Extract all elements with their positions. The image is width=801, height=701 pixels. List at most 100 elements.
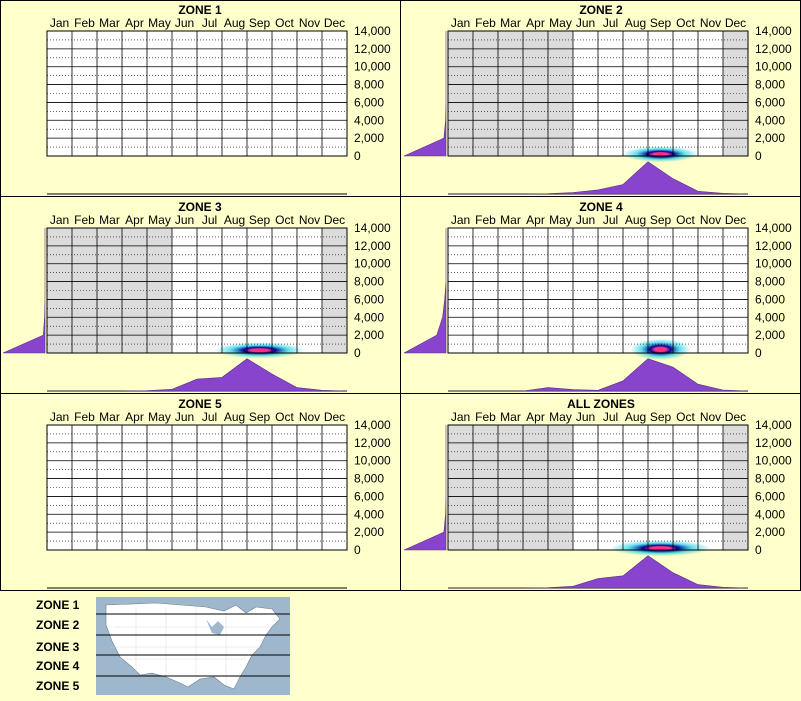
month-tick-label: Nov xyxy=(700,213,721,227)
month-tick-label: Jun xyxy=(576,410,595,424)
month-tick-label: Apr xyxy=(125,410,144,424)
month-tick-label: Jul xyxy=(603,16,618,30)
elevation-tick-label: 8,000 xyxy=(354,78,384,92)
elevation-tick-label: 4,000 xyxy=(354,310,384,324)
elevation-tick-label: 4,000 xyxy=(354,507,384,521)
elevation-tick-label: 0 xyxy=(755,346,762,360)
plot-border xyxy=(447,30,749,157)
elevation-tick-label: 4,000 xyxy=(755,113,785,127)
month-tick-label: Jun xyxy=(576,16,595,30)
month-tick-label: Jan xyxy=(50,213,69,227)
shaded-month-band xyxy=(473,425,498,550)
month-tick-label: Dec xyxy=(324,410,345,424)
elevation-tick-label: 14,000 xyxy=(755,418,792,432)
month-tick-label: Feb xyxy=(475,410,496,424)
elevation-tick-label: 2,000 xyxy=(755,131,785,145)
elevation-tick-label: 0 xyxy=(354,149,361,163)
elevation-tick-label: 10,000 xyxy=(755,454,792,468)
month-tick-label: Jul xyxy=(202,213,217,227)
legend-zone-5-label: ZONE 5 xyxy=(36,679,80,693)
elevation-tick-label: 12,000 xyxy=(755,436,792,450)
month-tick-label: Nov xyxy=(299,213,320,227)
month-tick-label: May xyxy=(148,410,171,424)
elevation-tick-label: 8,000 xyxy=(755,275,785,289)
elevation-tick-label: 4,000 xyxy=(755,507,785,521)
month-tick-label: Dec xyxy=(324,213,345,227)
month-tick-label: Apr xyxy=(125,213,144,227)
zone-panel-5: ZONE 5 Jan Feb Mar Apr May Jun Jul Aug Sep Oct Nov D… xyxy=(46,397,391,589)
elevation-tick-label: 6,000 xyxy=(354,95,384,109)
month-tick-label: Jan xyxy=(451,213,470,227)
month-tick-label: Nov xyxy=(299,410,320,424)
elevation-tick-label: 2,000 xyxy=(354,131,384,145)
elevation-tick-label: 0 xyxy=(354,543,361,557)
month-tick-label: Jun xyxy=(576,213,595,227)
plot-border xyxy=(46,30,348,157)
month-tick-label: Sep xyxy=(650,410,672,424)
month-tick-label: Feb xyxy=(475,16,496,30)
plot-border xyxy=(447,227,749,354)
month-tick-label: Aug xyxy=(625,16,646,30)
elevation-tick-label: 0 xyxy=(755,543,762,557)
month-tick-label: Jun xyxy=(175,410,194,424)
shaded-month-band xyxy=(723,31,748,156)
month-tick-label: May xyxy=(148,16,171,30)
month-tick-label: Oct xyxy=(676,213,695,227)
elevation-tick-label: 4,000 xyxy=(755,310,785,324)
legend-zone-2-label: ZONE 2 xyxy=(36,618,80,632)
month-tick-label: Jan xyxy=(50,410,69,424)
elevation-tick-label: 2,000 xyxy=(354,328,384,342)
month-density-curve xyxy=(448,358,749,392)
month-density-curve xyxy=(448,555,749,589)
month-tick-label: May xyxy=(549,213,572,227)
density-hotspot xyxy=(610,540,711,557)
elevation-tick-label: 10,000 xyxy=(354,454,391,468)
month-tick-label: Jan xyxy=(451,410,470,424)
month-tick-label: Jan xyxy=(451,16,470,30)
month-tick-label: Aug xyxy=(625,213,646,227)
month-tick-label: Apr xyxy=(526,410,545,424)
month-tick-label: Dec xyxy=(324,16,345,30)
month-tick-label: Feb xyxy=(74,410,95,424)
month-tick-label: Jun xyxy=(175,16,194,30)
month-tick-label: Nov xyxy=(700,410,721,424)
panel-title: ALL ZONES xyxy=(567,397,635,411)
month-tick-label: Oct xyxy=(275,16,294,30)
month-tick-label: Aug xyxy=(224,213,245,227)
month-tick-label: Oct xyxy=(275,410,294,424)
month-tick-label: May xyxy=(549,410,572,424)
month-tick-label: Apr xyxy=(526,16,545,30)
elevation-density-curve xyxy=(2,228,46,354)
shaded-month-band xyxy=(473,31,498,156)
elevation-tick-label: 6,000 xyxy=(354,292,384,306)
month-tick-label: Feb xyxy=(74,213,95,227)
elevation-tick-label: 2,000 xyxy=(755,328,785,342)
elevation-tick-label: 14,000 xyxy=(354,221,391,235)
month-tick-label: Jul xyxy=(202,16,217,30)
panel-title: ZONE 3 xyxy=(178,200,222,214)
legend-zone-3-label: ZONE 3 xyxy=(36,640,80,654)
month-tick-label: Apr xyxy=(526,213,545,227)
elevation-density-curve xyxy=(403,228,447,354)
elevation-tick-label: 8,000 xyxy=(755,78,785,92)
plot-border xyxy=(46,227,348,354)
month-tick-label: Sep xyxy=(249,16,271,30)
elevation-tick-label: 10,000 xyxy=(755,257,792,271)
month-tick-label: Jan xyxy=(50,16,69,30)
month-tick-label: Jul xyxy=(603,213,618,227)
panel-title: ZONE 5 xyxy=(178,397,222,411)
month-tick-label: Aug xyxy=(224,16,245,30)
elevation-tick-label: 14,000 xyxy=(755,24,792,38)
shaded-month-band xyxy=(147,228,172,353)
elevation-tick-label: 6,000 xyxy=(755,95,785,109)
elevation-tick-label: 12,000 xyxy=(354,436,391,450)
zone-panel-1: ZONE 1 Jan Feb Mar Apr May Jun Jul Aug Sep Oct Nov D… xyxy=(46,3,391,195)
zone-panel-6: ALL ZONES Jan Feb Mar Apr May Jun Jul Aug Sep Oct N… xyxy=(403,397,792,589)
month-tick-label: Aug xyxy=(224,410,245,424)
elevation-tick-label: 8,000 xyxy=(354,275,384,289)
month-tick-label: Dec xyxy=(725,410,746,424)
shaded-month-band xyxy=(723,425,748,550)
month-tick-label: Sep xyxy=(650,16,672,30)
elevation-tick-label: 2,000 xyxy=(354,525,384,539)
shaded-month-band xyxy=(322,228,347,353)
